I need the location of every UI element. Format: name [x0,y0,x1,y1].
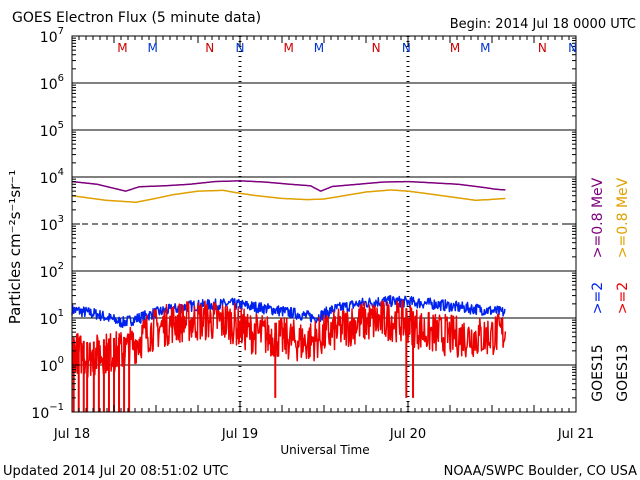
mn-marker: N [402,41,411,55]
y-tick-label: 104 [40,167,64,187]
x-tick-label: Jul 20 [389,427,426,442]
series-line [71,189,506,204]
series-line [71,294,506,328]
legend-entry: GOES13 [615,344,631,401]
legend-entry: >=2 [615,282,631,314]
mn-marker: M [480,41,490,55]
mn-marker: N [205,41,214,55]
y-tick-label: 107 [40,26,64,46]
x-tick-label: Jul 18 [53,427,90,442]
gridlines [72,36,576,412]
y-tick-label: 105 [40,120,64,140]
series-layer [71,180,507,412]
legend-entry: >=2 [590,282,606,314]
mn-marker: N [236,41,245,55]
y-tick-label: 103 [40,214,64,234]
y-tick-label: 106 [40,73,64,93]
labels: GOES Electron Flux (5 minute data) Begin… [3,10,637,479]
chart-title: GOES Electron Flux (5 minute data) [12,10,261,26]
tick-marks [71,35,577,413]
y-tick-label: 102 [40,261,64,281]
y-tick-label: 101 [40,308,64,328]
x-tick-label: Jul 19 [221,427,258,442]
series-line [71,299,507,378]
y-tick-label: 10−1 [31,402,64,422]
mn-marker: M [117,41,127,55]
y-axis-label: Particles cm⁻²s⁻¹sr⁻¹ [6,170,24,324]
mn-marker: N [372,41,381,55]
source-credit: NOAA/SWPC Boulder, CO USA [444,464,637,479]
mn-marker: N [568,41,577,55]
y-tick-label: 100 [40,355,64,375]
updated-timestamp: Updated 2014 Jul 20 08:51:02 UTC [3,464,228,479]
x-axis-label: Universal Time [280,443,369,457]
legend-entry: >=0.8 MeV [590,177,606,258]
legend-entry: GOES15 [590,344,606,401]
mn-marker: N [538,41,547,55]
mn-marker: M [284,41,294,55]
series-line [71,180,506,192]
legend-entry: >=0.8 MeV [615,177,631,258]
x-tick-label: Jul 21 [557,427,594,442]
begin-label: Begin: 2014 Jul 18 0000 UTC [450,17,636,32]
mn-marker: M [314,41,324,55]
mn-marker: M [450,41,460,55]
mn-marker: M [147,41,157,55]
